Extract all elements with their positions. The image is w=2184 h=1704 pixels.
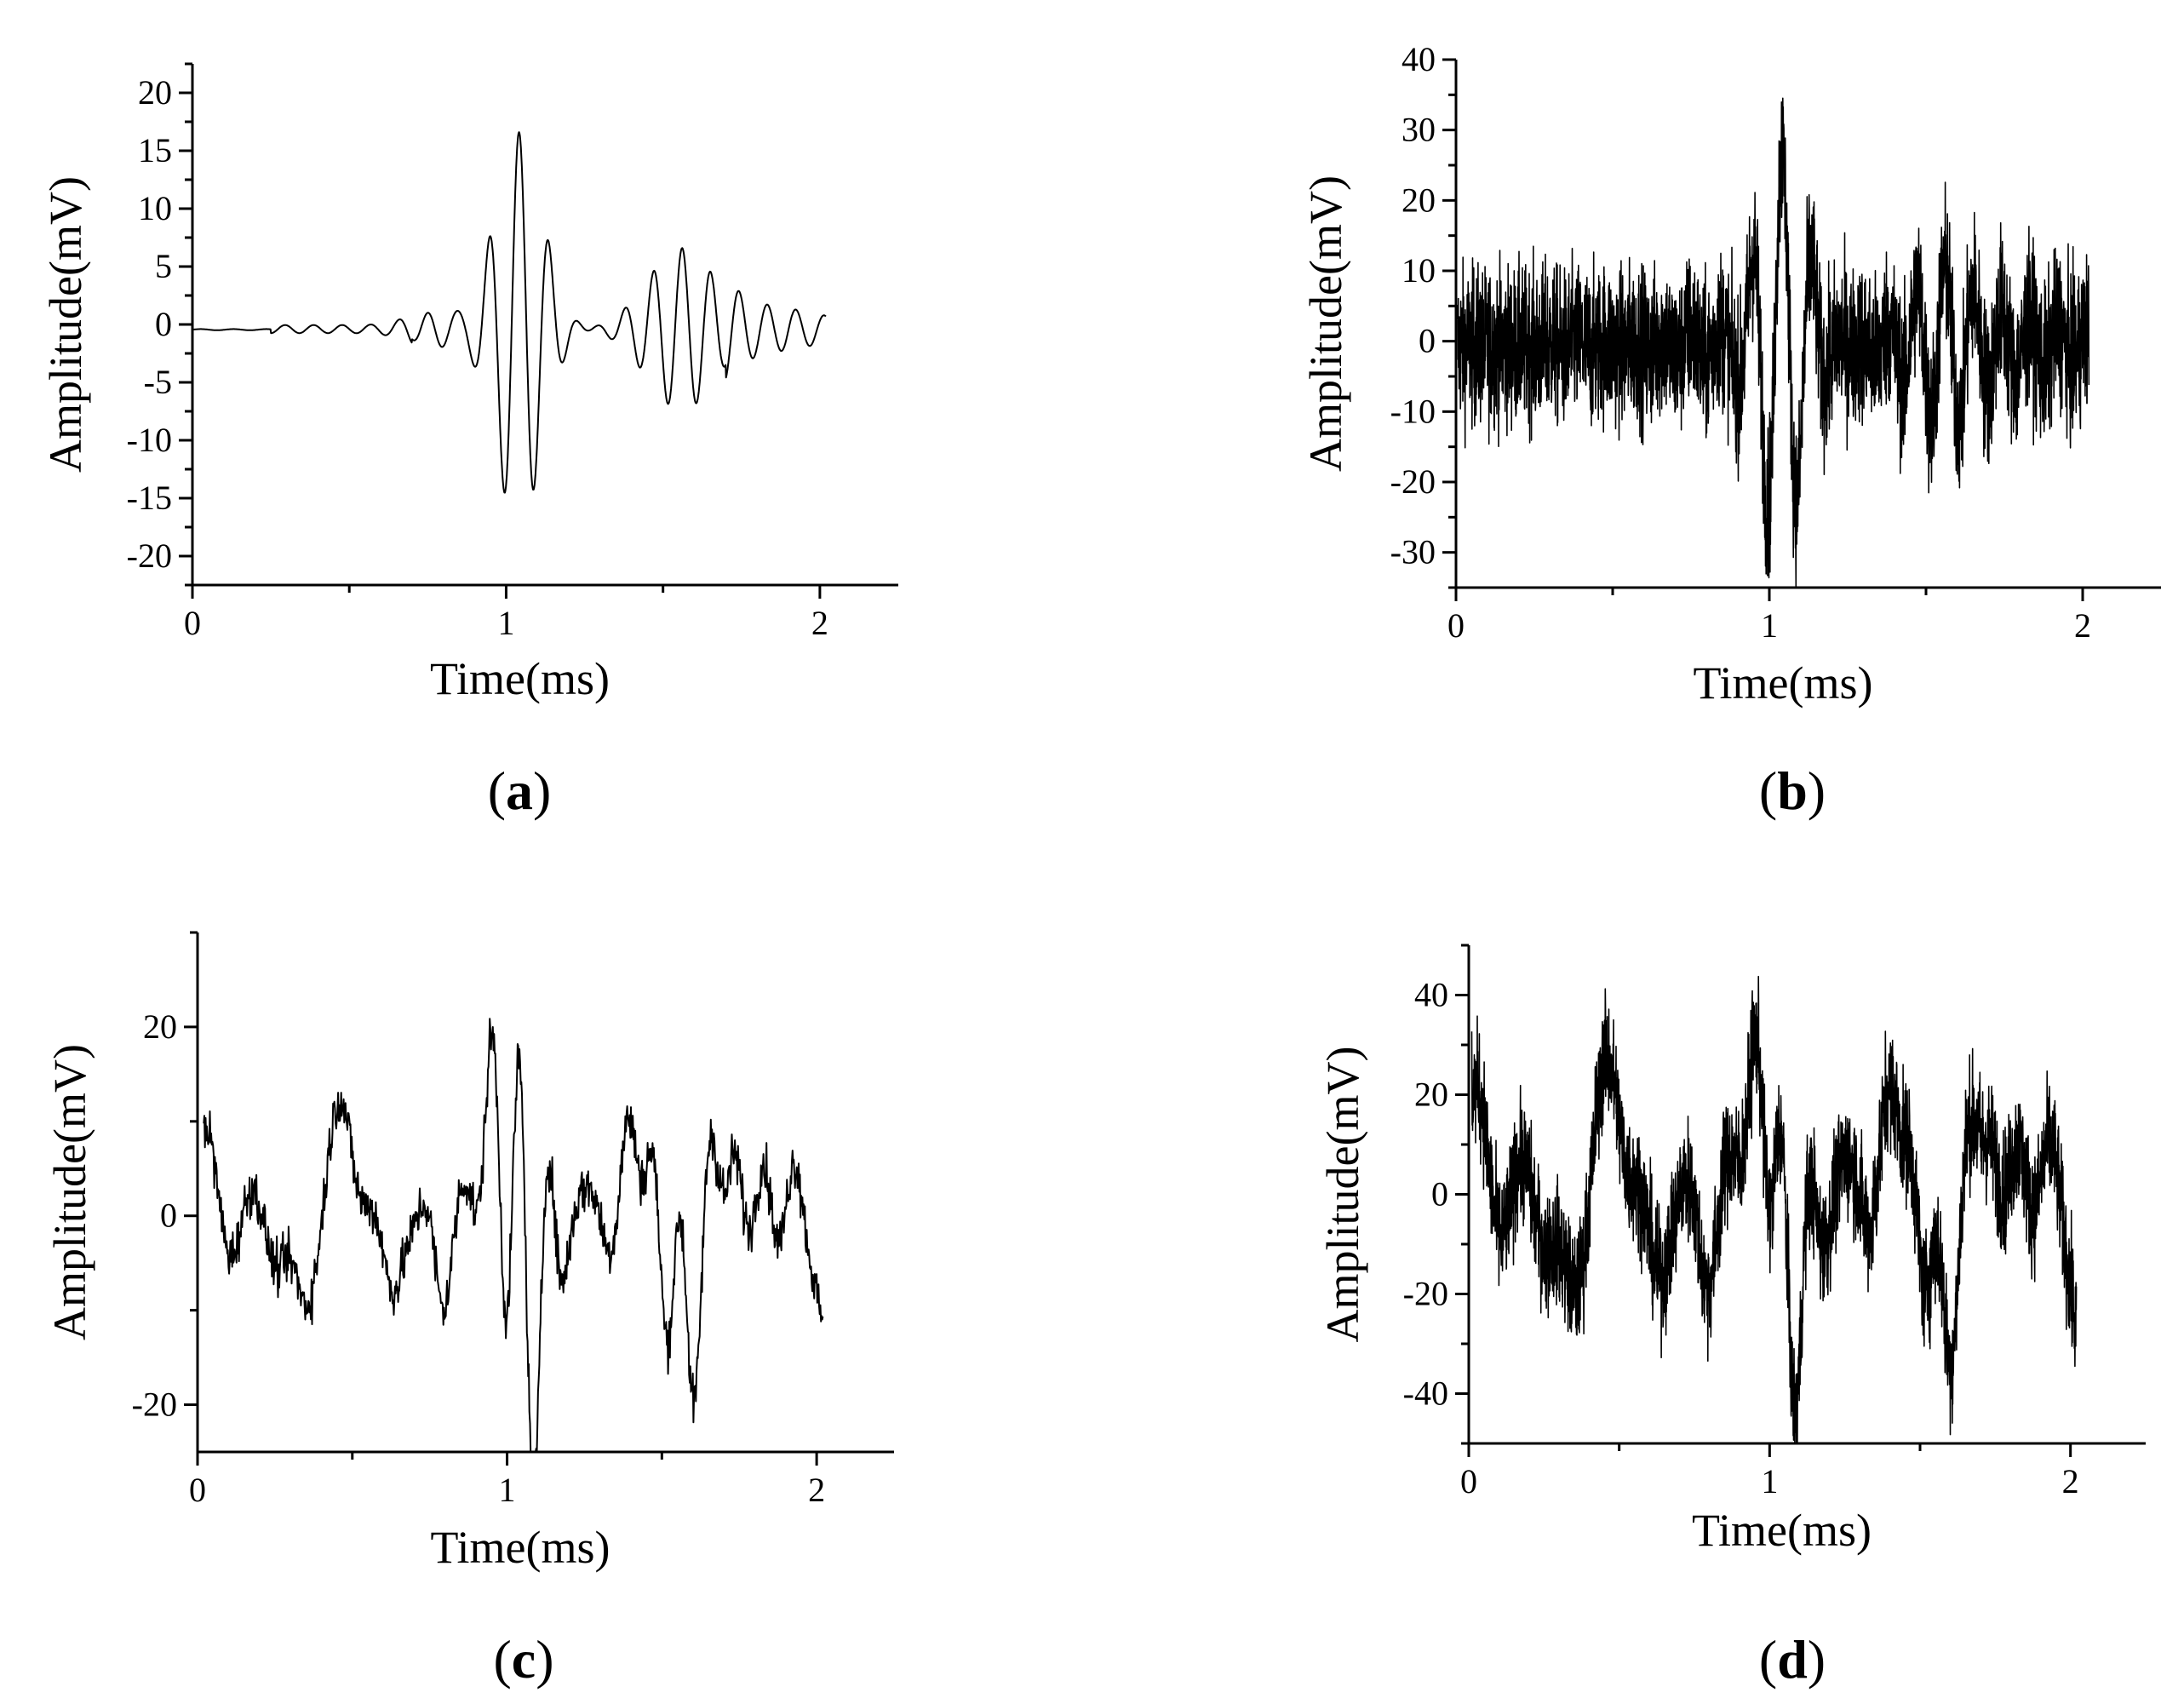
x-tick-label: 1: [497, 604, 514, 642]
panel-label: (c): [493, 1629, 553, 1690]
y-axis-title: Amplitude(mV): [1300, 175, 1351, 472]
x-tick-label: 0: [189, 1471, 206, 1509]
x-axis-title: Time(ms): [430, 1522, 610, 1573]
x-axis-title: Time(ms): [1693, 657, 1872, 709]
series-line: [1470, 975, 2078, 1444]
y-tick-label: -10: [1390, 392, 1436, 430]
y-tick-label: -5: [144, 363, 172, 401]
x-tick-label: 1: [1761, 1462, 1778, 1500]
y-tick-label: -10: [127, 421, 172, 459]
panel-label: (a): [488, 760, 552, 821]
y-tick-label: 5: [155, 247, 172, 285]
chart-panel-d: 0 1 2 40 20 0 -20 -40 Time(ms) Amplitude(mV) (d): [1317, 944, 2146, 1690]
y-tick-label: -20: [1390, 462, 1436, 501]
y-tick-label: -20: [1403, 1275, 1448, 1313]
y-tick-label: 20: [143, 1007, 177, 1046]
y-tick-label: 0: [155, 305, 172, 343]
y-tick-label: -30: [1390, 533, 1436, 571]
x-tick-label: 2: [808, 1471, 825, 1509]
y-tick-label: 0: [160, 1196, 177, 1235]
chart-panel-b: 0 1 2 40 30 20 10 0 -10 -20 -30 Time(ms) Amplitude(m…: [1300, 40, 2161, 821]
y-tick-label: 20: [1414, 1076, 1448, 1114]
series-line: [203, 1018, 824, 1453]
x-tick-label: 1: [499, 1471, 516, 1509]
y-tick-label: 40: [1414, 976, 1448, 1014]
x-tick-label: 2: [811, 604, 828, 642]
x-axis-title: Time(ms): [1692, 1505, 1872, 1556]
y-tick-label: 15: [138, 131, 172, 169]
x-tick-label: 0: [1460, 1462, 1477, 1500]
panel-label: (d): [1759, 1629, 1826, 1690]
x-tick-label: 0: [1447, 606, 1465, 645]
y-tick-label: 0: [1431, 1175, 1448, 1213]
series-line: [192, 131, 827, 494]
y-axis-title: Amplitude(mV): [40, 176, 91, 473]
y-axis-title: Amplitude(mV): [1317, 1047, 1368, 1343]
y-tick-label: 30: [1402, 111, 1436, 149]
y-tick-label: 20: [138, 73, 172, 112]
y-tick-label: -20: [132, 1386, 177, 1424]
chart-panel-c: 0 1 2 20 0 -20 Time(ms) Amplitude(mV) (c): [44, 931, 894, 1690]
y-tick-label: -20: [127, 536, 172, 575]
panel-label: (b): [1759, 760, 1826, 821]
y-tick-label: -40: [1403, 1374, 1448, 1413]
x-tick-label: 0: [184, 604, 201, 642]
chart-panel-a: 0 1 2 20 15 10 5 0 -5 -10 -15 -20 Time(ms) Amplitude(…: [40, 62, 898, 821]
y-tick-label: 0: [1419, 322, 1436, 360]
y-tick-label: 20: [1402, 181, 1436, 219]
y-axis-title: Amplitude(mV): [44, 1044, 95, 1340]
y-tick-label: 10: [1402, 251, 1436, 290]
x-axis-title: Time(ms): [430, 653, 610, 704]
x-tick-label: 2: [2062, 1462, 2079, 1500]
y-tick-label: 40: [1402, 40, 1436, 78]
x-tick-label: 1: [1761, 606, 1778, 645]
y-tick-label: -15: [127, 479, 172, 517]
y-tick-label: 10: [138, 189, 172, 227]
x-tick-label: 2: [2074, 606, 2091, 645]
series-line: [1457, 97, 2090, 588]
